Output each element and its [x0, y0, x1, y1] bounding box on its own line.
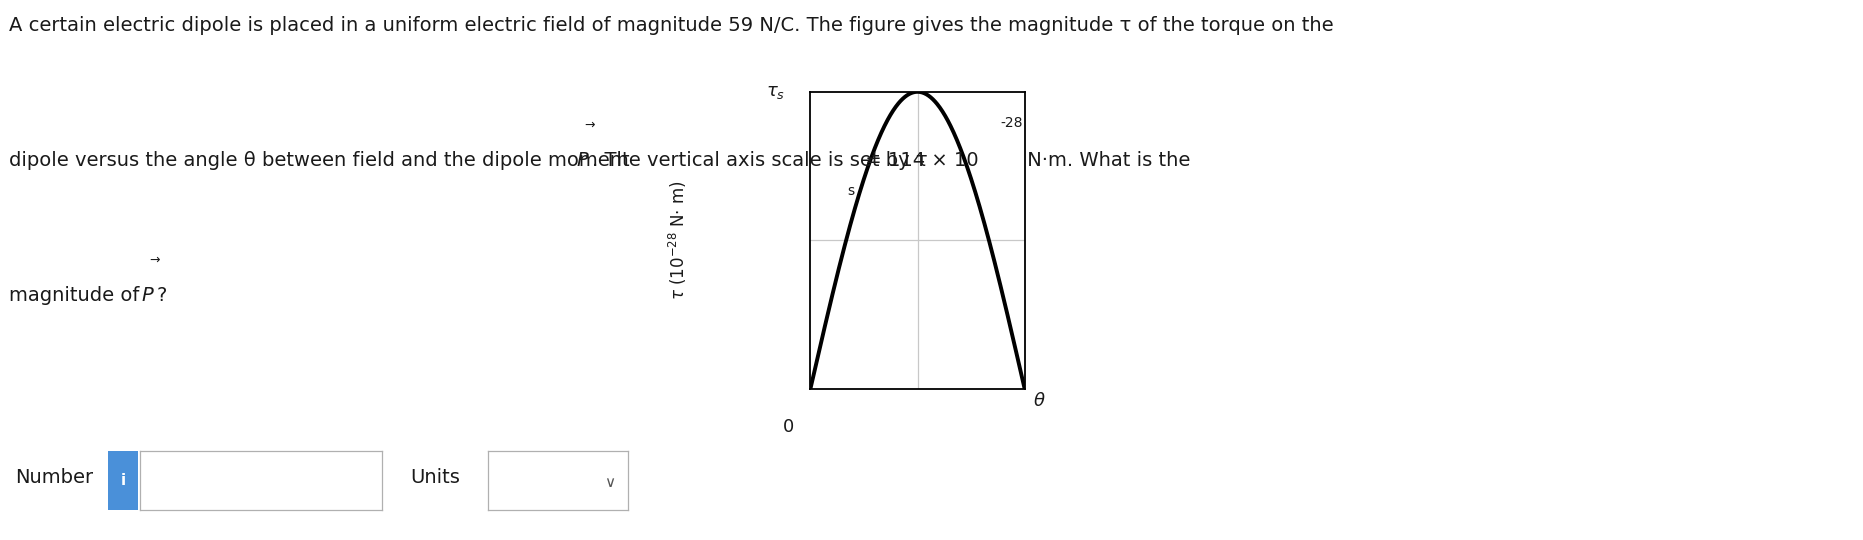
Text: θ: θ — [1034, 392, 1045, 410]
Text: N·m. What is the: N·m. What is the — [1021, 151, 1190, 170]
Text: ∨: ∨ — [604, 475, 615, 490]
Text: →: → — [585, 119, 594, 132]
Text: s: s — [848, 184, 855, 198]
Text: . The vertical axis scale is set by τ: . The vertical axis scale is set by τ — [592, 151, 928, 170]
Text: Units: Units — [410, 468, 460, 488]
Text: $\tau$ (10$^{-28}$ N$\cdot$ m): $\tau$ (10$^{-28}$ N$\cdot$ m) — [667, 180, 689, 300]
Text: = 114 × 10: = 114 × 10 — [859, 151, 978, 170]
Text: P: P — [142, 286, 153, 305]
Text: $\tau_s$: $\tau_s$ — [766, 83, 784, 101]
Text: →: → — [149, 254, 160, 267]
Text: 0: 0 — [782, 418, 796, 436]
Text: Number: Number — [15, 468, 93, 488]
Text: magnitude of: magnitude of — [9, 286, 145, 305]
Text: A certain electric dipole is placed in a uniform electric field of magnitude 59 : A certain electric dipole is placed in a… — [9, 16, 1334, 35]
Text: dipole versus the angle θ between field and the dipole moment: dipole versus the angle θ between field … — [9, 151, 635, 170]
Text: P: P — [576, 151, 589, 170]
Text: i: i — [121, 473, 125, 488]
Text: -28: -28 — [1000, 116, 1023, 130]
Text: ?: ? — [156, 286, 168, 305]
